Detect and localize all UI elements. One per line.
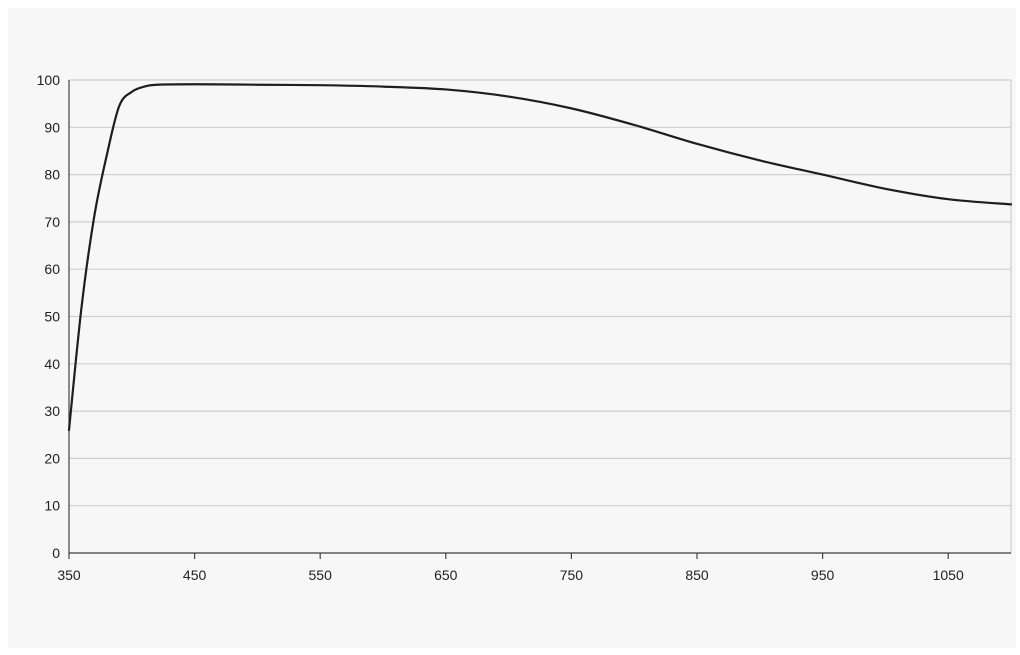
x-tick-label: 350: [57, 567, 81, 583]
y-tick-label: 0: [52, 545, 60, 561]
series-group: [67, 83, 1013, 432]
y-tick-label: 40: [44, 356, 60, 372]
chart-card: 0 10 20 30 40 50 60 70 80 90 100 350 450 550 650 750 85…: [8, 8, 1016, 648]
y-tick-label: 30: [44, 403, 60, 419]
x-tick-label: 1050: [933, 567, 964, 583]
y-tick-label: 70: [44, 214, 60, 230]
y-tick-label: 90: [44, 119, 60, 135]
series-line-0: [67, 83, 1013, 432]
y-tick-label: 80: [44, 167, 60, 183]
gridlines: [69, 79, 1011, 554]
x-axis-ticks: 350 450 550 650 750 850 950 1050: [57, 553, 964, 583]
y-tick-label: 60: [44, 261, 60, 277]
x-tick-label: 950: [811, 567, 835, 583]
x-tick-label: 650: [434, 567, 458, 583]
y-tick-label: 100: [37, 72, 61, 88]
axes: [68, 80, 1012, 554]
x-tick-label: 550: [309, 567, 333, 583]
y-tick-label: 20: [44, 450, 60, 466]
line-chart: 0 10 20 30 40 50 60 70 80 90 100 350 450 550 650 750 85…: [37, 72, 1013, 583]
y-tick-label: 50: [44, 309, 60, 325]
x-tick-label: 850: [685, 567, 709, 583]
y-tick-label: 10: [44, 498, 60, 514]
y-axis-ticks: 0 10 20 30 40 50 60 70 80 90 100: [37, 72, 61, 561]
x-tick-label: 750: [560, 567, 584, 583]
x-tick-label: 450: [183, 567, 207, 583]
